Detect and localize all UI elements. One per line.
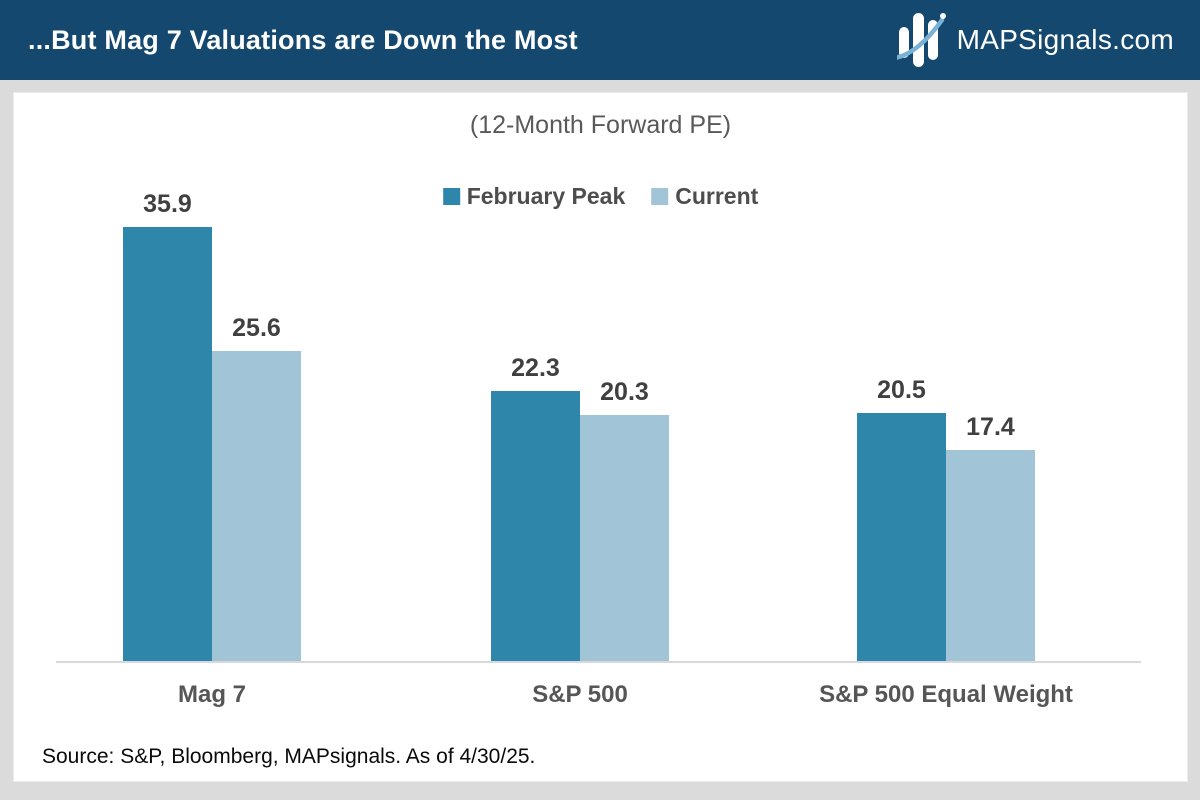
category-label: Mag 7	[177, 681, 247, 708]
slide-title: ...But Mag 7 Valuations are Down the Mos…	[28, 24, 578, 55]
category-label: S&P 500 Equal Weight	[819, 681, 1073, 708]
chart-bar	[123, 227, 212, 661]
bar-value-label: 17.4	[966, 413, 1015, 441]
chart-title: (12-Month Forward PE)	[469, 111, 732, 139]
chart-bar	[491, 391, 580, 661]
bar-value-label: 20.5	[877, 376, 926, 404]
chart-bar	[580, 415, 669, 661]
bar-value-label: 22.3	[511, 354, 560, 382]
legend-item-current: Current	[651, 183, 758, 210]
header-bar: ...But Mag 7 Valuations are Down the Mos…	[0, 0, 1200, 80]
logo-dot	[939, 13, 946, 19]
bar-value-label: 35.9	[143, 190, 192, 218]
legend-swatch-february-peak	[442, 188, 460, 205]
logo-swoosh	[892, 17, 944, 61]
bar-value-label: 25.6	[232, 314, 281, 342]
chart-legend: February Peak Current	[442, 183, 758, 210]
mapsignals-logo: MAPSignals.com	[892, 11, 1174, 69]
chart-panel: (12-Month Forward PE) February Peak Curr…	[13, 92, 1188, 782]
legend-swatch-current	[651, 188, 669, 205]
bar-value-label: 20.3	[600, 378, 649, 406]
legend-label-current: Current	[675, 183, 759, 209]
chart-bar	[946, 450, 1035, 661]
category-label: S&P 500	[532, 681, 628, 708]
plot-area: 35.9 25.6 22.3 20.3 20.5 17.4	[14, 93, 1189, 661]
chart-bar	[857, 413, 946, 661]
logo-text: MAPSignals.com	[956, 24, 1174, 55]
source-note: Source: S&P, Bloomberg, MAPsignals. As o…	[42, 745, 536, 768]
legend-item-february-peak: February Peak	[442, 183, 626, 210]
bar-chart-logo-icon	[892, 11, 947, 69]
x-axis-line	[56, 661, 1141, 663]
legend-label-february-peak: February Peak	[466, 183, 626, 209]
chart-bar	[212, 351, 301, 661]
